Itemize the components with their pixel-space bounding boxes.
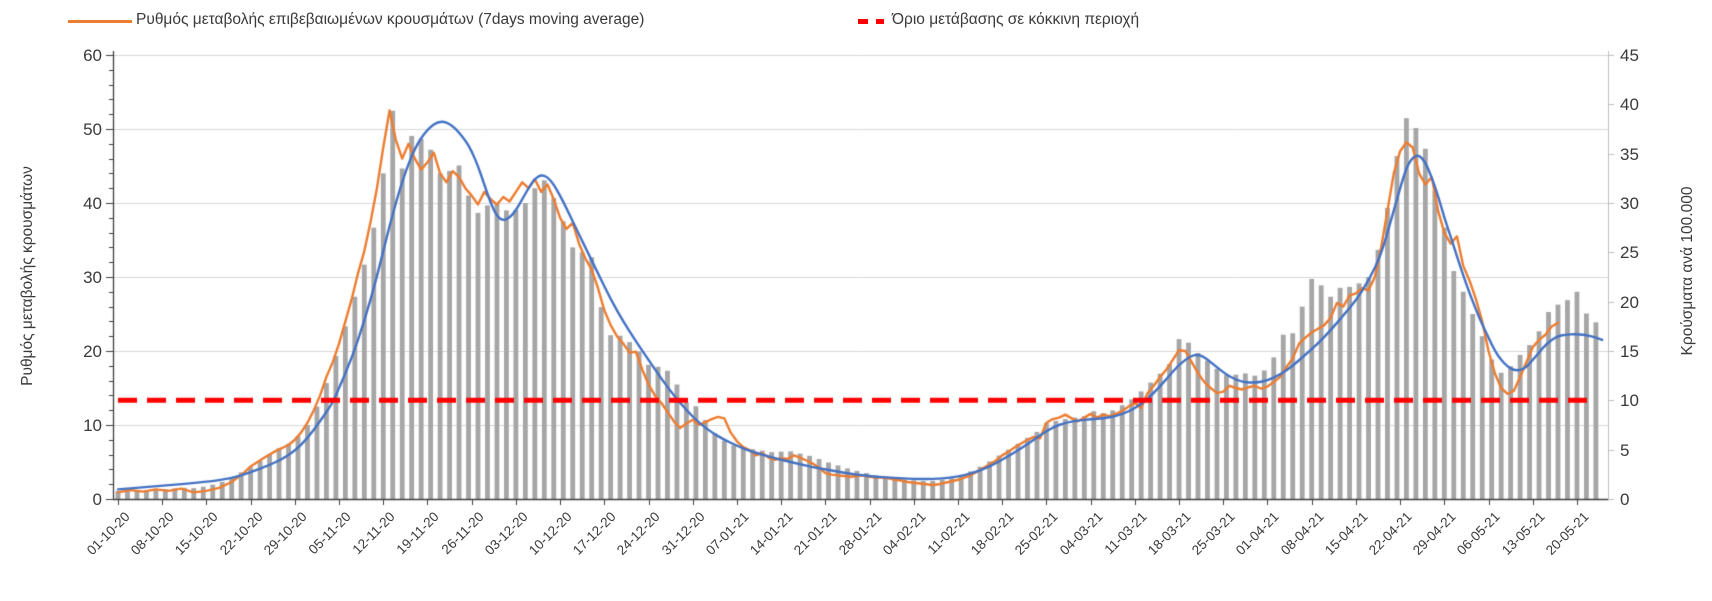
left-axis-title: Ρυθμός μεταβολής κρουσμάτων [19,166,36,386]
right-axis-tick-label: 0 [1620,490,1630,509]
right-axis-tick-label: 40 [1620,95,1639,115]
right-axis-title: Κρούσματα ανά 100.000 [1679,186,1696,356]
right-axis-tick-label: 5 [1620,440,1630,460]
right-axis-tick-label: 10 [1620,391,1639,411]
legend-item-red-zone-threshold: Όριο μετάβασης σε κόκκινη περιοχή [892,11,1140,28]
left-axis-tick-label: 0 [92,490,102,509]
legend-red-dash-marker [858,19,868,24]
right-axis-tick-label: 45 [1620,46,1639,65]
right-axis-tick-label: 25 [1620,243,1639,263]
left-axis-tick-label: 10 [83,416,102,435]
right-axis-tick-label: 30 [1620,194,1639,213]
right-axis-tick-label: 20 [1620,292,1639,312]
left-axis-tick-label: 60 [83,46,102,65]
right-axis-tick-label: 35 [1620,144,1639,164]
right-axis-tick-label: 15 [1620,342,1639,361]
left-axis-tick-label: 20 [83,342,102,361]
legend-item-rate-of-change: Ρυθμός μεταβολής επιβεβαιωμένων κρουσμάτ… [136,11,645,28]
left-axis-tick-label: 30 [83,268,102,287]
left-axis-tick-label: 50 [83,120,102,139]
legend-red-dash-marker [876,19,884,24]
left-axis-tick-label: 40 [83,194,102,213]
legend-orange-line-marker [68,20,132,23]
